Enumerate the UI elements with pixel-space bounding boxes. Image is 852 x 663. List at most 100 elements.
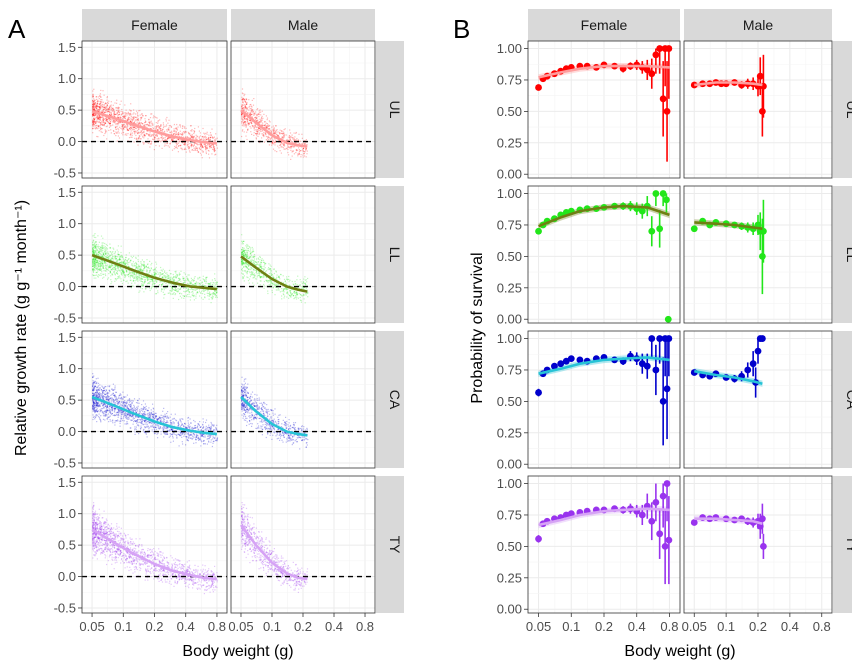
growth-point (122, 271, 124, 273)
growth-point (187, 278, 189, 280)
growth-point (120, 251, 122, 254)
growth-point (202, 427, 204, 429)
growth-point (241, 263, 243, 265)
growth-point (194, 149, 196, 151)
growth-point (128, 276, 130, 278)
growth-point (95, 267, 98, 270)
growth-point (145, 265, 147, 267)
growth-point (111, 273, 113, 275)
growth-point (296, 291, 298, 293)
growth-point (111, 110, 113, 112)
growth-point (204, 280, 206, 282)
growth-point (146, 284, 148, 287)
growth-point (127, 112, 129, 114)
growth-point (273, 282, 275, 284)
growth-point (193, 294, 195, 296)
growth-point (198, 151, 200, 153)
growth-point (101, 255, 103, 257)
growth-point (122, 270, 124, 272)
growth-point (253, 114, 255, 116)
growth-point (152, 283, 154, 285)
growth-point (205, 282, 207, 284)
growth-point (182, 282, 184, 284)
growth-point (97, 136, 99, 138)
growth-point (121, 126, 123, 128)
growth-point (272, 125, 274, 127)
growth-point (111, 268, 113, 270)
growth-point (96, 106, 98, 108)
growth-point (182, 132, 184, 134)
growth-point (129, 279, 131, 281)
growth-point (140, 280, 142, 282)
growth-point (265, 276, 268, 278)
growth-point (151, 278, 153, 280)
growth-point (269, 138, 272, 140)
growth-point (116, 272, 118, 275)
growth-point (247, 128, 249, 131)
growth-point (263, 261, 265, 263)
growth-point (154, 268, 156, 271)
growth-point (137, 144, 139, 146)
growth-point (241, 105, 243, 107)
growth-point (109, 114, 111, 116)
growth-point (123, 126, 125, 128)
growth-point (241, 112, 243, 114)
growth-point (104, 107, 106, 109)
growth-point (111, 264, 113, 266)
growth-point (207, 293, 209, 295)
growth-point (247, 123, 249, 125)
growth-point (191, 144, 193, 146)
growth-point (126, 134, 128, 136)
growth-point (262, 117, 264, 119)
growth-point (213, 149, 215, 152)
growth-point (140, 116, 142, 118)
growth-point (289, 291, 291, 293)
growth-point (288, 297, 290, 299)
growth-point (94, 99, 96, 101)
growth-point (241, 262, 243, 265)
growth-point (246, 263, 248, 265)
growth-point (209, 147, 211, 149)
growth-point (263, 287, 265, 289)
growth-point (249, 119, 251, 121)
growth-point (92, 104, 94, 106)
growth-point (248, 282, 250, 284)
growth-point (114, 267, 116, 269)
growth-point (294, 290, 296, 292)
growth-point (293, 139, 295, 142)
growth-point (170, 290, 172, 292)
growth-point (178, 277, 180, 279)
growth-point (246, 256, 248, 258)
growth-point (196, 436, 198, 438)
growth-point (242, 116, 244, 118)
growth-point (100, 235, 103, 237)
growth-point (183, 295, 185, 297)
growth-point (184, 130, 186, 132)
growth-point (273, 268, 275, 270)
growth-point (305, 144, 307, 146)
growth-point (146, 270, 148, 272)
growth-point (115, 256, 117, 258)
growth-point (179, 288, 182, 290)
growth-point (183, 127, 185, 129)
growth-point (192, 290, 194, 292)
growth-point (103, 108, 105, 110)
growth-point (102, 101, 104, 103)
growth-point (112, 119, 114, 121)
growth-point (170, 126, 172, 128)
growth-point (140, 131, 142, 133)
growth-point (93, 267, 95, 269)
growth-point (168, 277, 170, 279)
growth-point (178, 272, 180, 274)
growth-point (249, 119, 251, 122)
growth-point (292, 295, 295, 297)
growth-point (241, 107, 243, 109)
growth-point (121, 255, 123, 257)
growth-point (118, 258, 120, 261)
growth-point (168, 276, 170, 278)
growth-point (104, 123, 106, 125)
growth-point (107, 110, 109, 112)
growth-point (104, 253, 106, 255)
growth-point (241, 269, 243, 271)
growth-point (92, 259, 94, 261)
